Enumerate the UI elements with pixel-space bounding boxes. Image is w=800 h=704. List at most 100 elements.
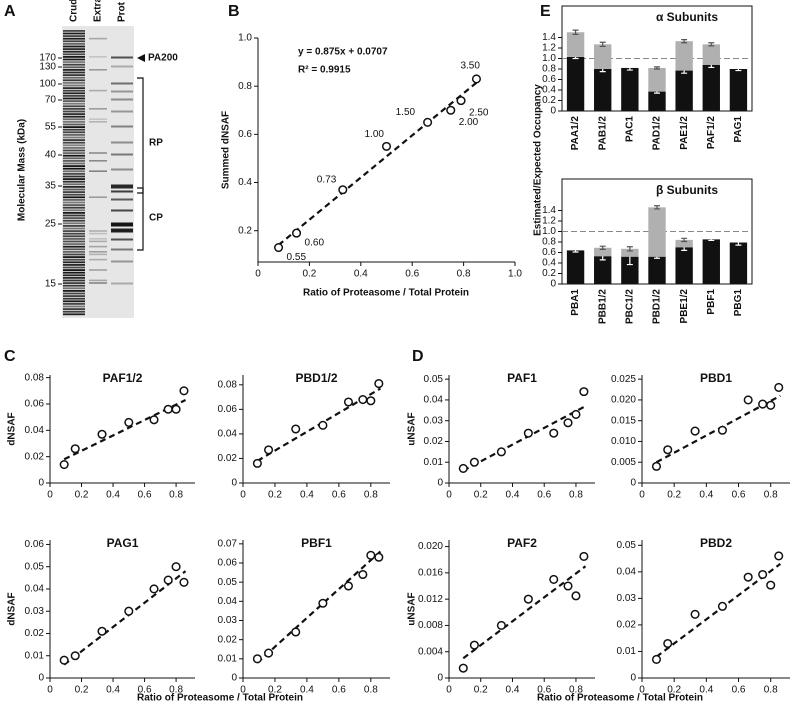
chart-title: PAF2 <box>507 536 537 550</box>
data-point <box>563 418 573 428</box>
data-point <box>252 654 262 664</box>
gel-band <box>63 69 85 71</box>
data-point <box>469 457 479 467</box>
x-tick-label: 0 <box>639 685 645 696</box>
mass-tick-label: 130 <box>39 62 56 73</box>
axes <box>242 540 390 679</box>
gel-band <box>63 152 85 154</box>
y-tick-label: 0.04 <box>218 596 238 607</box>
bar-segment <box>594 256 612 284</box>
gel-band <box>89 69 107 71</box>
gel-band <box>63 105 85 108</box>
gel-band <box>63 310 85 313</box>
y-tick-label: 0.01 <box>25 650 45 661</box>
x-tick-label: 0.2 <box>474 490 488 501</box>
y-tick-label: 0.6 <box>238 129 252 140</box>
data-point <box>423 117 433 127</box>
gel-band <box>63 167 85 170</box>
x-tick-label: 0.8 <box>569 490 583 501</box>
data-point <box>163 404 173 414</box>
gel-band <box>63 297 85 300</box>
gel-band <box>63 214 85 217</box>
gel-band <box>63 235 85 238</box>
y-tick-label: 1.2 <box>542 43 556 54</box>
gel-band <box>63 258 85 261</box>
axes <box>448 375 595 484</box>
x-tick-label: 0.8 <box>457 269 471 280</box>
gel-band <box>63 118 85 121</box>
gel-band <box>63 256 85 258</box>
y-tick-label: 0.03 <box>617 593 637 604</box>
bar-segment <box>729 69 748 111</box>
gel-band <box>111 248 133 251</box>
gel-band <box>63 170 85 173</box>
gel-band <box>63 100 85 102</box>
category-label: PBG1 <box>733 289 744 317</box>
gel-band <box>89 160 107 162</box>
y-tick-label: 0.08 <box>25 372 45 383</box>
gel-band <box>63 248 85 251</box>
y-tick-label: 0 <box>231 478 237 489</box>
gel-band <box>89 121 107 123</box>
gel-band <box>63 212 85 214</box>
chart-title: PBD2 <box>700 536 732 550</box>
gel-band <box>63 183 85 186</box>
y-tick-label: 0.01 <box>424 457 444 468</box>
gel-band <box>63 87 85 89</box>
y-tick-label: 0.02 <box>25 628 45 639</box>
y-tick-label: 0.008 <box>418 620 443 631</box>
x-axis-label: Ratio of Proteasome / Total Protein <box>137 693 303 704</box>
axes <box>49 375 195 484</box>
gel-band <box>63 188 85 191</box>
y-tick-label: 0.020 <box>611 395 636 406</box>
gel-band <box>63 144 85 147</box>
data-point <box>651 461 662 471</box>
gel-band <box>111 222 133 227</box>
x-tick-label: 0.6 <box>405 269 419 280</box>
y-tick-label: 0.04 <box>617 566 637 577</box>
error-bar <box>681 39 688 44</box>
gel-band <box>63 269 85 271</box>
x-tick-label: 0 <box>446 685 452 696</box>
gel-band <box>111 65 133 68</box>
axes <box>641 375 790 484</box>
gel-band <box>63 139 85 141</box>
x-tick-label: 0 <box>240 490 246 501</box>
gel-band <box>63 165 85 167</box>
pa200-arrow <box>137 54 145 62</box>
chart-title: α Subunits <box>656 10 718 24</box>
y-tick-label: 0.8 <box>238 81 252 92</box>
gel-band <box>63 253 85 256</box>
x-tick-label: 0.4 <box>699 685 713 696</box>
gel-band <box>89 230 107 232</box>
point-label: 3.50 <box>460 61 480 72</box>
y-tick-label: 1.0 <box>238 33 252 44</box>
category-label: PAC1 <box>624 116 635 142</box>
y-tick-label: 0.06 <box>25 539 45 550</box>
x-tick-label: 0 <box>47 490 53 501</box>
mass-tick-label: 40 <box>45 150 57 161</box>
x-tick-label: 0.4 <box>699 490 713 501</box>
gel-band <box>89 253 107 256</box>
data-point <box>149 584 159 594</box>
gel-band <box>63 37 85 40</box>
data-point <box>318 420 328 430</box>
gel-band <box>111 90 133 93</box>
gel-band <box>63 89 85 92</box>
y-tick-label: 0.2 <box>238 225 252 236</box>
gel-annotation: CP <box>149 213 163 224</box>
mass-tick-label: 25 <box>45 219 57 230</box>
y-tick-label: 0.02 <box>424 436 444 447</box>
error-bar <box>735 239 742 246</box>
gel-band <box>63 48 85 50</box>
gel-band <box>63 84 85 87</box>
y-tick-label: 0.04 <box>25 425 45 436</box>
bar-segment <box>566 32 585 57</box>
gel-band <box>63 227 85 230</box>
x-tick-label: 0.4 <box>506 685 520 696</box>
y-tick-label: 0.8 <box>542 237 556 248</box>
gel-band <box>89 232 107 235</box>
gel-band <box>63 303 85 305</box>
data-point <box>663 445 673 455</box>
x-tick-label: 0.6 <box>332 490 346 501</box>
